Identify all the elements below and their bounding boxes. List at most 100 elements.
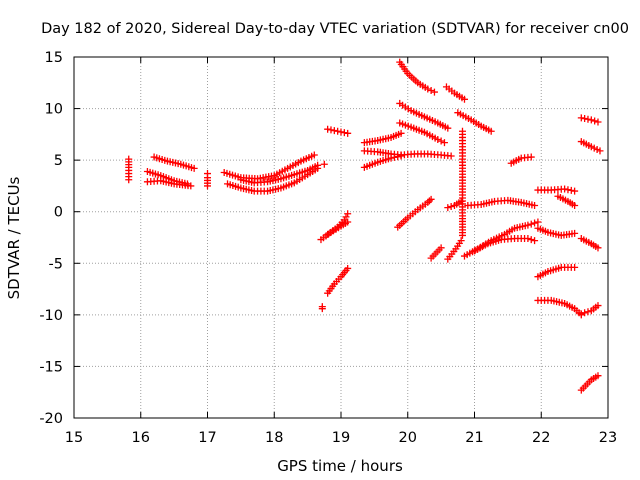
series-arc-11 [318,303,326,313]
series-arc-18 [397,150,455,160]
data-point [424,198,432,206]
series-arc-13 [320,160,328,168]
data-point [571,263,579,271]
data-point [310,151,318,159]
data-point [567,186,575,194]
series-arc-35 [534,224,579,239]
data-point [344,129,352,137]
x-tick-label: 17 [198,430,216,446]
series-arc-5 [204,170,211,190]
data-point [596,147,604,155]
series-arc-42 [577,372,602,394]
data-point [594,118,602,126]
data-point [440,139,448,147]
y-tick-label: -5 [49,256,63,272]
series-arc-14 [324,125,352,137]
y-tick-label: 15 [45,50,63,66]
series-arc-24 [444,237,465,263]
series-arc-10 [324,210,352,238]
data-point [524,221,532,229]
data-point [187,182,195,190]
data-point [458,231,466,239]
data-point [204,182,211,190]
y-tick-label: -20 [39,411,63,427]
data-point [334,127,342,135]
series-arc-40 [577,114,602,126]
series-arc-17 [360,129,405,147]
chart-title: Day 182 of 2020, Sidereal Day-to-day VTE… [41,21,629,37]
series-arc-1 [125,155,133,184]
y-tick-label: -10 [39,308,63,324]
data-point [527,236,535,244]
data-point [531,202,539,210]
data-point [444,204,452,212]
data-point [460,95,468,103]
data-point [125,176,133,184]
data-point [427,195,435,203]
data-point [534,218,542,226]
data-point [314,161,322,169]
data-point [327,126,335,134]
x-tick-label: 23 [599,430,617,446]
data-point [587,116,595,124]
series-arc-33 [534,185,579,195]
data-point [447,152,455,160]
data-point [524,235,532,243]
series-arc-21 [396,119,448,147]
data-point [340,129,348,137]
data-point [324,125,332,133]
x-tick-label: 15 [65,430,83,446]
data-point [397,129,405,137]
data-point [594,372,602,380]
data-point [437,137,445,145]
data-point [430,88,438,96]
data-point [584,115,592,123]
data-point [344,210,352,218]
data-point [527,153,535,161]
data-point [594,244,602,252]
series-arc-22 [394,195,435,231]
series-arc-16 [360,147,405,159]
x-tick-label: 20 [399,430,417,446]
data-point [318,305,326,313]
data-point [447,203,455,211]
data-points [125,58,604,394]
data-point [487,127,495,135]
data-point [581,309,589,317]
series-arc-26 [442,83,468,103]
data-point [527,220,535,228]
series-arc-8 [237,161,322,187]
series-arc-23 [427,244,445,262]
data-point [564,186,572,194]
data-point [571,187,579,195]
series-arc-12 [324,264,352,297]
x-tick-label: 19 [332,430,350,446]
series-arc-41 [577,138,604,155]
axis-ticks: 15 16 17 18 19 20 21 22 23 -20 -15 -10 -5 0 5 10 15 [39,50,617,446]
series-arc-20 [396,99,452,132]
series-arc-39 [577,302,602,318]
y-tick-label: 0 [54,205,63,221]
data-point [434,136,442,144]
y-tick-label: -15 [39,359,63,375]
data-point [571,229,579,237]
data-point [427,87,435,95]
series-arc-34 [554,192,579,210]
series-arc-30 [471,235,539,255]
series-arc-28 [458,127,466,239]
series-arc-3 [143,177,195,190]
series-arc-19 [396,58,438,96]
y-tick-label: 10 [45,102,63,118]
x-tick-label: 18 [265,430,283,446]
series-arc-38 [534,296,585,319]
data-point [561,185,569,193]
data-point [444,124,452,132]
data-point [531,219,539,227]
y-tick-label: 5 [54,153,63,169]
data-point [330,127,338,135]
series-arc-37 [534,263,579,281]
data-point [425,197,433,205]
data-point [340,216,348,224]
data-point [457,237,465,245]
